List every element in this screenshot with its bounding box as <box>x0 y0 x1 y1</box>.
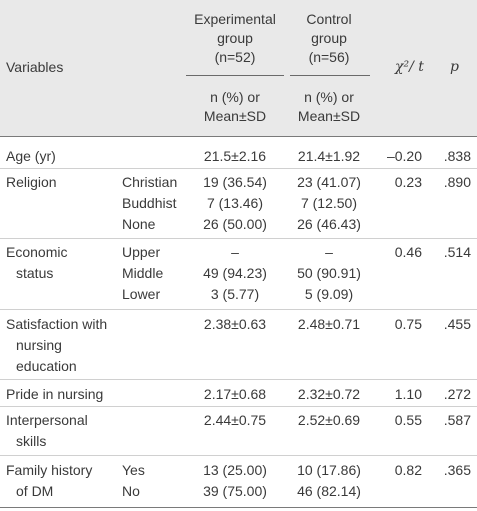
header-exp-rule <box>186 75 284 76</box>
header-p: p <box>450 59 459 75</box>
row-economic-ctl-1: 50 (90.91) <box>297 265 361 281</box>
row-economic-sub-middle: Middle <box>122 265 164 281</box>
row-satisfaction-ctl: 2.48±0.71 <box>297 316 361 332</box>
row-religion-sub-none: None <box>122 216 156 232</box>
row-family-label2: of DM <box>16 483 54 499</box>
row-interpersonal-label2: skills <box>16 433 47 449</box>
row-religion-sub-buddhist: Buddhist <box>122 195 177 211</box>
row-satisfaction-label1: Satisfaction with <box>6 316 108 332</box>
row-interpersonal-stat: 0.55 <box>394 412 422 428</box>
row-separator <box>0 238 477 239</box>
row-interpersonal-label1: Interpersonal <box>6 412 88 428</box>
row-religion-exp-0: 19 (36.54) <box>203 174 267 190</box>
row-interpersonal-p: .587 <box>443 412 471 428</box>
row-satisfaction-exp: 2.38±0.63 <box>203 316 267 332</box>
table-header <box>0 0 477 136</box>
row-interpersonal-exp: 2.44±0.75 <box>203 412 267 428</box>
row-economic-sub-upper: Upper <box>122 244 161 260</box>
row-satisfaction-stat: 0.75 <box>394 316 422 332</box>
row-religion-label: Religion <box>6 174 57 190</box>
header-bottom-rule <box>0 136 477 137</box>
header-chi: χ²/ t <box>395 59 424 75</box>
row-family-sub-yes: Yes <box>122 462 145 478</box>
row-religion-exp-1: 7 (13.46) <box>206 195 264 211</box>
row-religion-ctl-2: 26 (46.43) <box>297 216 361 232</box>
row-economic-label2: status <box>16 265 54 281</box>
row-pride-p: .272 <box>443 386 471 402</box>
row-family-exp-0: 13 (25.00) <box>203 462 267 478</box>
table-bottom-rule <box>0 507 477 508</box>
row-separator <box>0 168 477 169</box>
row-religion-p: .890 <box>443 174 471 190</box>
row-economic-ctl-0: – <box>325 244 333 260</box>
row-satisfaction-label3: education <box>16 358 77 374</box>
row-age-label: Age (yr) <box>6 148 56 164</box>
row-pride-exp: 2.17±0.68 <box>203 386 267 402</box>
header-ctl-sub1: n (%) or <box>304 89 354 105</box>
row-satisfaction-p: .455 <box>443 316 471 332</box>
row-family-ctl-0: 10 (17.86) <box>297 462 361 478</box>
row-pride-label: Pride in nursing <box>6 386 104 402</box>
row-separator <box>0 455 477 456</box>
row-separator <box>0 309 477 310</box>
header-exp-line2: group <box>217 30 253 46</box>
row-economic-exp-0: – <box>231 244 239 260</box>
row-religion-stat: 0.23 <box>394 174 422 190</box>
header-exp-sub1: n (%) or <box>210 89 260 105</box>
row-pride-stat: 1.10 <box>394 386 422 402</box>
row-separator <box>0 379 477 380</box>
row-economic-exp-1: 49 (94.23) <box>203 265 267 281</box>
header-ctl-line3: (n=56) <box>308 49 350 65</box>
row-age-p: .838 <box>443 148 471 164</box>
row-economic-p: .514 <box>443 244 471 260</box>
row-family-ctl-1: 46 (82.14) <box>297 483 361 499</box>
header-ctl-rule <box>290 75 370 76</box>
row-age-ctl: 21.4±1.92 <box>297 148 361 164</box>
row-interpersonal-ctl: 2.52±0.69 <box>297 412 361 428</box>
row-separator <box>0 406 477 407</box>
row-satisfaction-label2: nursing <box>16 337 62 353</box>
row-economic-exp-2: 3 (5.77) <box>210 286 260 302</box>
header-exp-line3: (n=52) <box>214 49 256 65</box>
header-ctl-line1: Control <box>306 11 352 27</box>
header-exp-sub2: Mean±SD <box>203 108 267 124</box>
row-economic-stat: 0.46 <box>394 244 422 260</box>
row-religion-sub-christian: Christian <box>122 174 178 190</box>
row-pride-ctl: 2.32±0.72 <box>297 386 361 402</box>
header-exp-line1: Experimental <box>194 11 276 27</box>
row-family-sub-no: No <box>122 483 140 499</box>
row-religion-exp-2: 26 (50.00) <box>203 216 267 232</box>
header-variables: Variables <box>6 59 64 75</box>
row-family-stat: 0.82 <box>394 462 422 478</box>
row-religion-ctl-0: 23 (41.07) <box>297 174 361 190</box>
row-family-label1: Family history <box>6 462 93 478</box>
row-family-p: .365 <box>443 462 471 478</box>
row-age-exp: 21.5±2.16 <box>203 148 267 164</box>
row-economic-sub-lower: Lower <box>122 286 161 302</box>
row-family-exp-1: 39 (75.00) <box>203 483 267 499</box>
header-ctl-line2: group <box>311 30 347 46</box>
row-religion-ctl-1: 7 (12.50) <box>300 195 358 211</box>
row-economic-ctl-2: 5 (9.09) <box>304 286 354 302</box>
row-economic-label1: Economic <box>6 244 68 260</box>
row-age-stat: –0.20 <box>386 148 422 164</box>
header-ctl-sub2: Mean±SD <box>297 108 361 124</box>
